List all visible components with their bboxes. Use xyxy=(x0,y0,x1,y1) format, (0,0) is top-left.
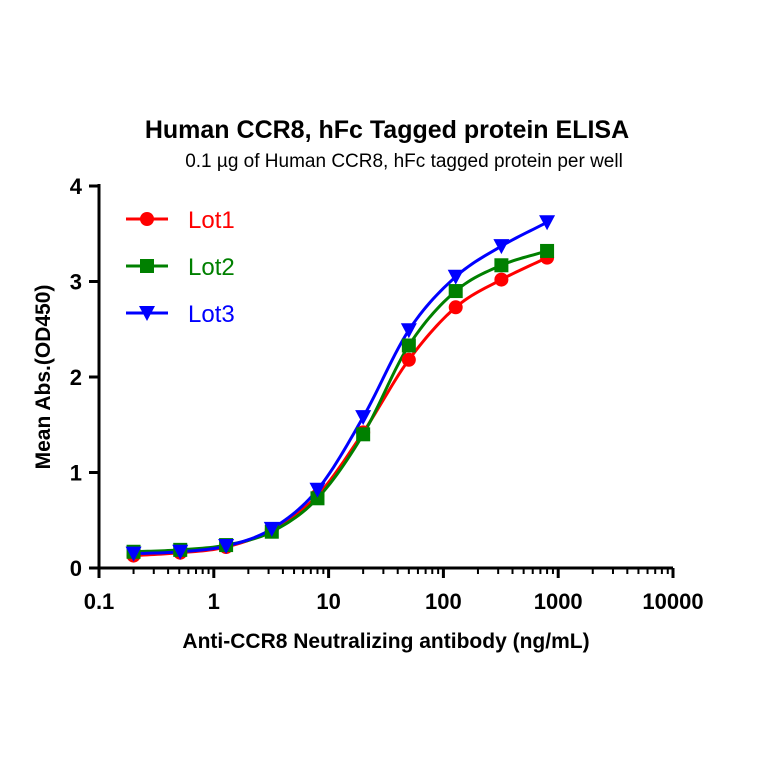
chart-title: Human CCR8, hFc Tagged protein ELISA xyxy=(145,116,629,144)
axes: 0.1 1 10 100 1000 10000 0 1 2 3 4 xyxy=(70,174,704,614)
data-points xyxy=(125,215,556,563)
legend-label-lot3: Lot3 xyxy=(188,301,235,328)
y-axis-label: Mean Abs.(OD450) xyxy=(32,285,55,470)
x-tick-label: 10 xyxy=(316,589,340,614)
x-tick-label: 1 xyxy=(208,589,220,614)
chart-subtitle: 0.1 µg of Human CCR8, hFc tagged protein… xyxy=(185,151,623,172)
data-point-lot2 xyxy=(310,491,325,506)
data-point-lot3 xyxy=(493,239,510,255)
x-tick-label: 0.1 xyxy=(84,589,115,614)
data-point-lot1 xyxy=(401,352,416,367)
legend-marker-lot2 xyxy=(140,259,154,273)
data-point-lot2 xyxy=(356,427,371,442)
y-tick-label: 3 xyxy=(70,270,82,295)
data-point-lot3 xyxy=(125,546,142,562)
data-point-lot3 xyxy=(172,544,189,560)
x-tick-label: 10000 xyxy=(642,589,703,614)
data-point-lot3 xyxy=(355,410,372,426)
fit-curve-lot3 xyxy=(133,220,548,556)
legend-label-lot2: Lot2 xyxy=(188,254,235,281)
data-point-lot2 xyxy=(540,243,555,258)
legend-label-lot1: Lot1 xyxy=(188,207,235,234)
legend-marker-lot3 xyxy=(139,306,155,321)
data-point-lot2 xyxy=(401,338,416,353)
legend-marker-lot1 xyxy=(140,212,154,226)
x-tick-label: 1000 xyxy=(534,589,583,614)
data-point-lot1 xyxy=(494,272,509,287)
y-tick-label: 0 xyxy=(70,556,82,581)
x-axis-label: Anti-CCR8 Neutralizing antibody (ng/mL) xyxy=(182,630,589,653)
fit-curves xyxy=(133,220,548,558)
data-point-lot2 xyxy=(494,258,509,273)
data-point-lot3 xyxy=(218,539,235,555)
data-point-lot2 xyxy=(448,284,463,299)
data-point-lot3 xyxy=(263,521,280,537)
y-tick-label: 1 xyxy=(70,461,82,486)
data-point-lot1 xyxy=(448,300,463,315)
y-tick-label: 4 xyxy=(70,174,83,199)
fit-curve-lot2 xyxy=(133,249,548,554)
data-point-lot3 xyxy=(539,215,556,231)
data-point-lot3 xyxy=(447,269,464,285)
y-tick-label: 2 xyxy=(70,365,82,390)
data-point-lot3 xyxy=(309,482,326,498)
legend: Lot1 Lot2 Lot3 xyxy=(126,207,235,328)
x-tick-label: 100 xyxy=(425,589,462,614)
data-point-lot3 xyxy=(400,323,417,339)
